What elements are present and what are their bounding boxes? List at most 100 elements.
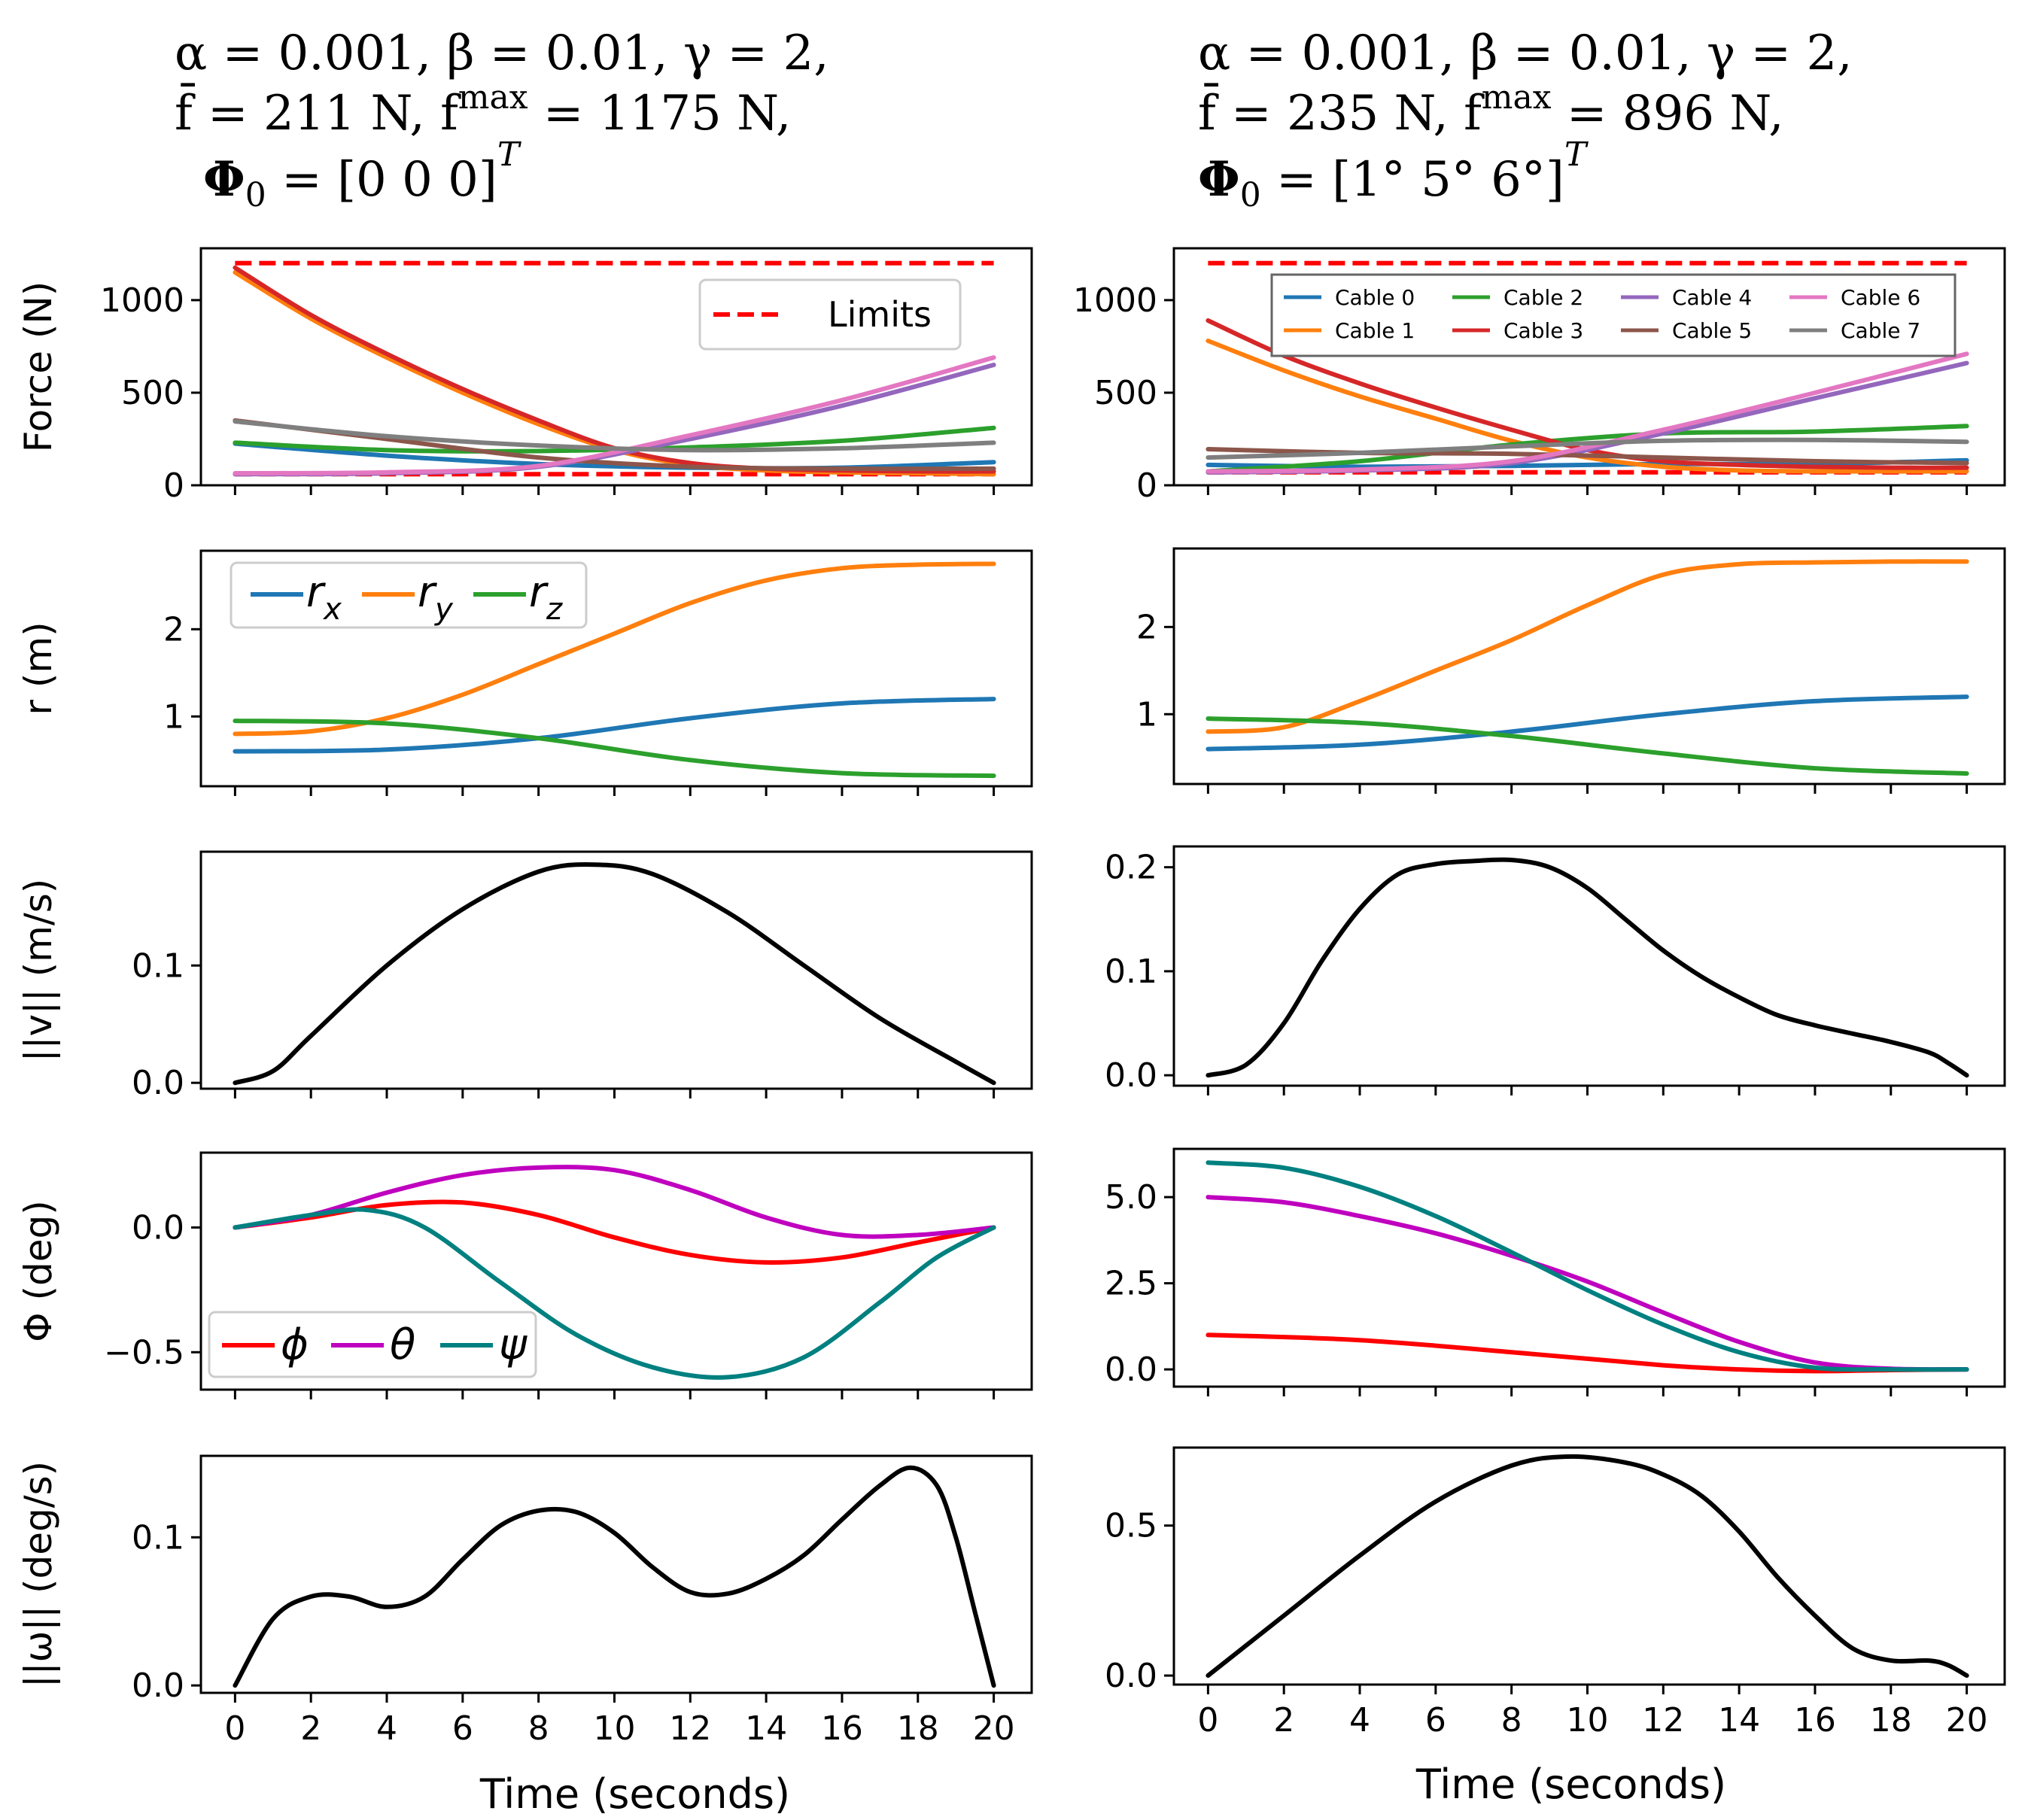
axes-frame [199, 549, 1033, 788]
x-tick-label: 18 [897, 1709, 939, 1748]
y-axis-label: Force (N) [17, 281, 60, 453]
legend-label: Cable 7 [1841, 318, 1920, 343]
x-tick-label: 6 [1425, 1701, 1446, 1739]
plot-area [233, 1465, 996, 1688]
x-tick-label: 0 [1197, 1701, 1218, 1739]
plot-area [1206, 857, 1969, 1078]
y-tick-label: 0.0 [1105, 1056, 1157, 1095]
y-tick-label: 1 [1136, 695, 1157, 734]
y-tick-label: 2 [163, 610, 184, 649]
legend-label: Cable 2 [1504, 285, 1583, 310]
legend-label: ψ [499, 1320, 528, 1369]
series-line-Cable 5 [233, 418, 996, 472]
legend-label: rx [306, 568, 342, 627]
series-line-Cable 2 [1206, 424, 1969, 474]
chart-att-left: −0.5 0.0 Φ (deg) ϕ θ ψ [17, 1151, 1033, 1399]
series-line-||v|| [1206, 857, 1969, 1078]
y-tick-label: 1 [163, 697, 184, 736]
x-tick-label: 10 [1566, 1701, 1608, 1739]
title-left-line-2: f̄ = 211 N, fmax = 1175 N, [175, 78, 791, 141]
plot-area [233, 1165, 996, 1380]
x-tick-label: 4 [376, 1709, 397, 1748]
axes-frame [199, 247, 1033, 487]
series-line-r_z [233, 719, 996, 779]
chart-angvel-left: 0 2 4 6 8 10 12 14 16 18 20 0.0 0.1 ||ω|| (deg/s) [17, 1454, 1033, 1748]
legend-label: θ [390, 1320, 415, 1369]
legend-label: rz [529, 568, 563, 627]
series-line-Cable 6 [1206, 351, 1969, 474]
axes-frame [199, 850, 1033, 1090]
y-tick-label: 0 [1136, 466, 1157, 505]
title-left-line-1: α = 0.001, β = 0.01, γ = 2, [175, 26, 829, 81]
x-tick-label: 8 [528, 1709, 549, 1748]
y-axis-label: Φ (deg) [17, 1200, 60, 1342]
legend-label: ϕ [281, 1320, 309, 1369]
title-right-line-2: f̄ = 235 N, fmax = 896 N, [1198, 78, 1784, 141]
y-tick-label: 0.1 [132, 946, 184, 985]
plot-area [1206, 260, 1969, 475]
x-tick-label: 16 [1794, 1701, 1836, 1739]
series-line-Cable 7 [233, 419, 996, 453]
y-tick-label: 0.2 [1105, 849, 1157, 887]
chart-angvel-right: 0 2 4 6 8 10 12 14 16 18 20 0.0 0.5 [1105, 1446, 2006, 1739]
axes-frame [1172, 1446, 2006, 1686]
chart-vel-right: 0.0 0.1 0.2 [1105, 845, 2006, 1095]
x-tick-label: 2 [1273, 1701, 1294, 1739]
axes-frame [1172, 247, 2006, 487]
y-tick-label: 5.0 [1105, 1178, 1157, 1217]
title-left: α = 0.001, β = 0.01, γ = 2, f̄ = 211 N, … [175, 26, 829, 214]
x-axis-label-right: Time (seconds) [1415, 1761, 1726, 1808]
plot-area [1206, 1160, 1969, 1374]
series-line-r_y [1206, 559, 1969, 734]
plot-area [1206, 559, 1969, 776]
title-right-line-3: Φ0 = [1° 5° 6°]T [1198, 135, 1589, 214]
y-tick-label: 500 [121, 374, 184, 412]
y-tick-label: 0.5 [1105, 1507, 1157, 1545]
axes-frame [1172, 845, 2006, 1087]
title-right-line-1: α = 0.001, β = 0.01, γ = 2, [1198, 26, 1853, 81]
axes-frame [199, 1151, 1033, 1391]
title-right: α = 0.001, β = 0.01, γ = 2, f̄ = 235 N, … [1198, 26, 1853, 214]
legend: rx ry rz [230, 561, 588, 629]
legend-label: Cable 0 [1335, 285, 1415, 310]
x-tick-label: 12 [669, 1709, 711, 1748]
y-tick-label: 0.0 [1105, 1351, 1157, 1389]
series-line-r_x [233, 697, 996, 754]
title-left-line-3: Φ0 = [0 0 0]T [203, 135, 522, 214]
x-tick-label: 10 [593, 1709, 635, 1748]
legend-label: Cable 4 [1672, 285, 1752, 310]
legend-label: Cable 1 [1335, 318, 1415, 343]
series-line-||ω|| [233, 1465, 996, 1688]
series-line-θ [1206, 1195, 1969, 1372]
chart-force-left: 0 500 1000 Force (N) Limits [17, 247, 1033, 505]
series-line-||ω|| [1206, 1454, 1969, 1678]
x-tick-label: 20 [1946, 1701, 1988, 1739]
y-tick-label: 0.0 [132, 1667, 184, 1705]
series-line-Cable 4 [233, 363, 996, 477]
plot-area [233, 561, 996, 779]
y-tick-label: 500 [1094, 374, 1157, 412]
y-tick-label: 0.0 [132, 1064, 184, 1102]
series-line-r_x [1206, 694, 1969, 752]
x-tick-label: 2 [300, 1709, 321, 1748]
legend-label: Cable 5 [1672, 318, 1752, 343]
y-tick-label: 0.0 [1105, 1657, 1157, 1695]
y-tick-label: 1000 [100, 281, 184, 320]
series-line-Cable 7 [1206, 437, 1969, 460]
x-tick-label: 8 [1501, 1701, 1522, 1739]
axes-frame [1172, 547, 2006, 785]
legend: Cable 0 Cable 1 Cable 2 Cable 3 Cable 4 Cable… [1270, 273, 1957, 357]
series-line-r_z [1206, 716, 1969, 776]
x-tick-label: 16 [821, 1709, 863, 1748]
plot-area [233, 260, 996, 477]
chart-pos-right: 12 [1136, 547, 2006, 794]
x-tick-label: 6 [452, 1709, 473, 1748]
x-tick-label: 12 [1642, 1701, 1684, 1739]
axes-frame [199, 1454, 1033, 1694]
x-tick-label: 18 [1870, 1701, 1912, 1739]
y-tick-label: 2.5 [1105, 1265, 1157, 1303]
y-tick-label: 0 [163, 466, 184, 505]
series-line-θ [233, 1165, 996, 1239]
